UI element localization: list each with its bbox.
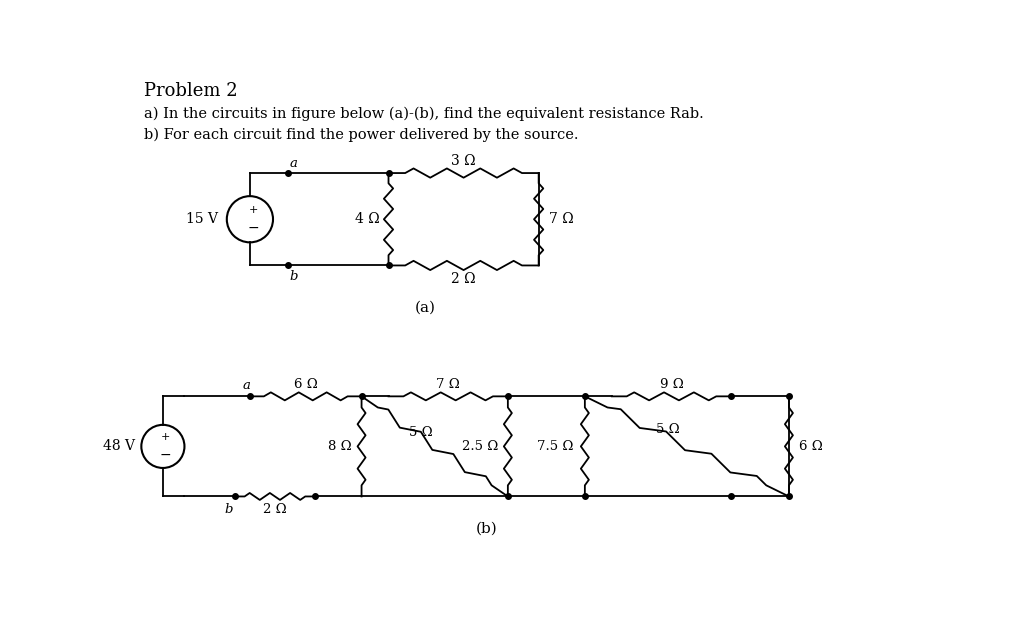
Text: 9 Ω: 9 Ω xyxy=(659,378,683,391)
Text: 48 V: 48 V xyxy=(103,440,135,453)
Text: 2.5 Ω: 2.5 Ω xyxy=(462,440,499,453)
Text: a: a xyxy=(290,157,298,170)
Text: Problem 2: Problem 2 xyxy=(144,82,238,100)
Text: −: − xyxy=(247,221,259,235)
Text: b: b xyxy=(225,503,233,516)
Text: +: + xyxy=(248,205,258,214)
Text: 6 Ω: 6 Ω xyxy=(294,378,317,391)
Text: 7.5 Ω: 7.5 Ω xyxy=(538,440,573,453)
Text: 15 V: 15 V xyxy=(185,212,217,227)
Text: 6 Ω: 6 Ω xyxy=(799,440,822,453)
Text: 2 Ω: 2 Ω xyxy=(263,503,287,516)
Text: a) In the circuits in figure below (a)-​(b), find the equivalent resistance Rab.: a) In the circuits in figure below (a)-​… xyxy=(144,107,705,121)
Text: +: + xyxy=(161,433,170,442)
Text: 3 Ω: 3 Ω xyxy=(452,154,476,168)
Text: 7 Ω: 7 Ω xyxy=(550,212,574,227)
Text: a: a xyxy=(242,379,250,392)
Text: b: b xyxy=(290,271,298,284)
Text: (a): (a) xyxy=(415,301,435,315)
Text: 5 Ω: 5 Ω xyxy=(655,423,680,436)
Text: 5 Ω: 5 Ω xyxy=(409,426,433,439)
Text: −: − xyxy=(160,447,171,461)
Text: (b): (b) xyxy=(476,522,498,536)
Text: 2 Ω: 2 Ω xyxy=(452,271,476,285)
Text: 8 Ω: 8 Ω xyxy=(328,440,352,453)
Text: b) For each circuit find the power delivered by the source.: b) For each circuit find the power deliv… xyxy=(144,127,579,141)
Text: 7 Ω: 7 Ω xyxy=(436,378,460,391)
Text: 4 Ω: 4 Ω xyxy=(354,212,379,227)
